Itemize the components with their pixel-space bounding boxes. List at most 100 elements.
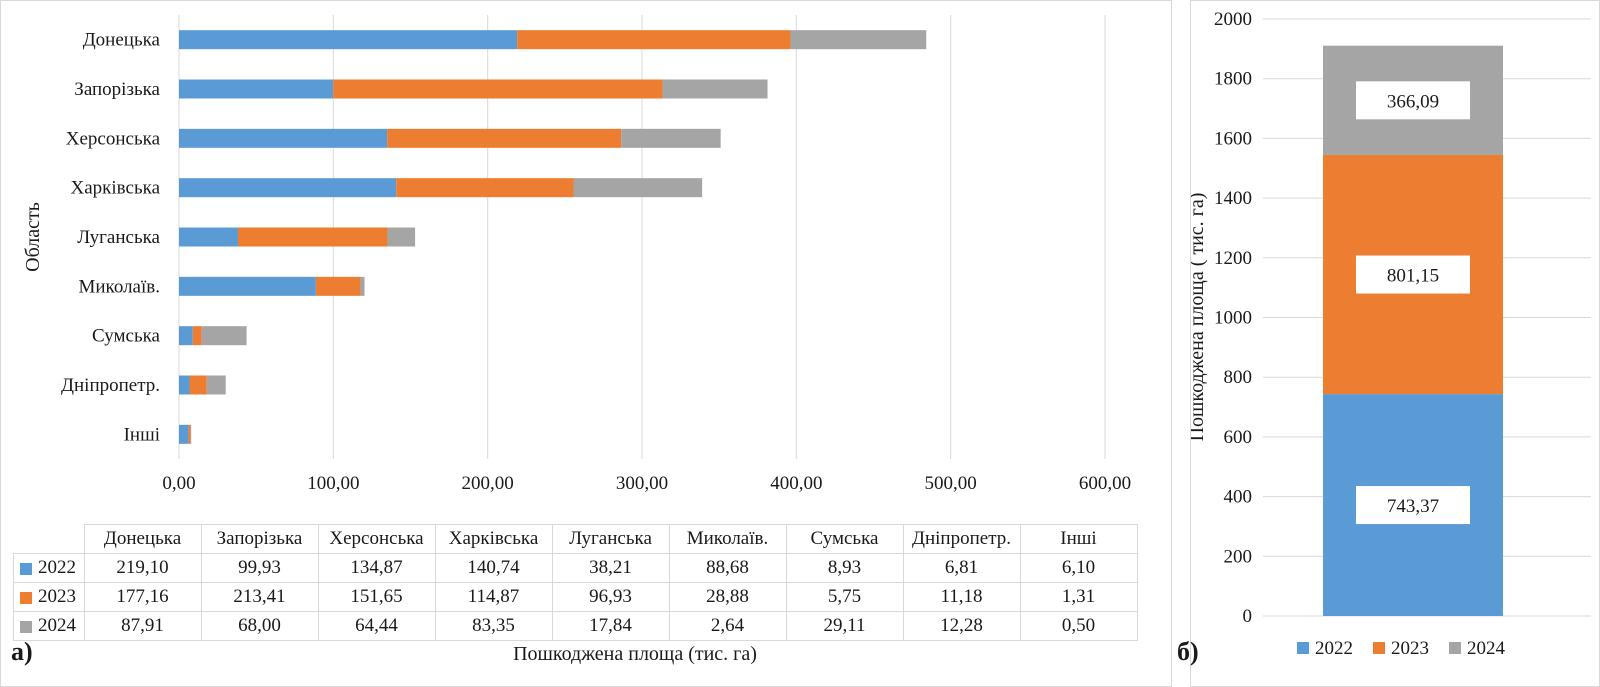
data-label: 743,37: [1387, 496, 1439, 517]
bar-segment-2022: [179, 326, 193, 346]
bar-segment-2022: [179, 79, 334, 99]
table-cell: 177,16: [83, 582, 202, 612]
series-key-cell: 2024: [13, 611, 85, 641]
bar-segment-2023: [396, 178, 574, 198]
table-cell: 6,10: [1019, 553, 1138, 583]
legend-swatch: [20, 620, 32, 633]
table-cell: 151,65: [317, 582, 436, 612]
table-header-row: Донецька Запорізька Херсонська Харківськ…: [13, 524, 1138, 554]
y-tick-label: 0: [1243, 606, 1253, 627]
table-header-cell: Дніпропетр.: [902, 524, 1021, 554]
bar-segment-2023: [333, 79, 663, 99]
table-cell: 38,21: [551, 553, 670, 583]
y-tick-label: 1400: [1214, 188, 1252, 209]
table-cell: 0,50: [1019, 611, 1138, 641]
table-cell: 114,87: [434, 582, 553, 612]
table-cell: 11,18: [902, 582, 1021, 612]
bar-segment-2024: [790, 30, 927, 50]
x-tick-label: 400,00: [770, 473, 822, 494]
bar-segment-2023: [517, 30, 791, 50]
table-cell: 213,41: [200, 582, 319, 612]
panel-label-b: б): [1177, 637, 1199, 666]
x-axis-title: Пошкоджена площа (тис. га): [513, 643, 757, 665]
bar-segment-2022: [179, 178, 397, 198]
x-tick-label: 300,00: [616, 473, 668, 494]
table-cell: 8,93: [785, 553, 904, 583]
y-tick-label: 1200: [1214, 248, 1252, 269]
table-header-cell: Херсонська: [317, 524, 436, 554]
bar-segment-2024: [387, 227, 416, 247]
table-cell: 219,10: [83, 553, 202, 583]
table-row: 2022 219,10 99,93 134,87 140,74 38,21 88,68 8,9…: [13, 553, 1138, 583]
table-header-cell: Донецька: [83, 524, 202, 554]
table-header-cell: Запорізька: [200, 524, 319, 554]
table-cell: 29,11: [785, 611, 904, 641]
series-name: 2022: [38, 557, 76, 578]
legend-swatch: [1449, 642, 1461, 654]
bar-segment-2023: [192, 326, 202, 346]
legend-label: 2023: [1391, 638, 1429, 659]
table-cell: 28,88: [668, 582, 787, 612]
table-row: 2023 177,16 213,41 151,65 114,87 96,93 28,88 5,…: [13, 582, 1138, 612]
table-cell: 6,81: [902, 553, 1021, 583]
bar-segment-2022: [179, 424, 189, 444]
y-axis-title: Пошкоджена площа ( тис. га): [1191, 193, 1208, 442]
y-axis-title: Область: [22, 202, 44, 272]
bar-segment-2024: [190, 424, 192, 444]
legend-swatch: [1297, 642, 1309, 654]
data-label-box: [1356, 486, 1470, 525]
category-label: Херсонська: [66, 128, 161, 149]
x-tick-label: 600,00: [1079, 473, 1131, 494]
bar-segment-2022: [179, 128, 388, 148]
category-label: Сумська: [92, 326, 161, 347]
legend-label: 2024: [1467, 638, 1506, 659]
legend-label: 2022: [1315, 638, 1353, 659]
table-header-cell: Луганська: [551, 524, 670, 554]
legend-swatch: [1373, 642, 1385, 654]
x-tick-label: 500,00: [925, 473, 977, 494]
table-row: 2024 87,91 68,00 64,44 83,35 17,84 2,64 29,11 12…: [13, 611, 1138, 641]
table-cell: 88,68: [668, 553, 787, 583]
horizontal-stacked-bar-chart: 0,00 100,00 200,00 300,00 400,00 500,00 600,00…: [22, 15, 1131, 494]
bar-segment-2022: [179, 375, 190, 395]
x-tick-label: 100,00: [307, 473, 359, 494]
bar-segment-2024: [621, 128, 721, 148]
legend-swatch: [20, 562, 32, 575]
table-cell: 64,44: [317, 611, 436, 641]
data-label-box: [1356, 81, 1470, 120]
y-tick-label: 1000: [1214, 308, 1252, 329]
bar-segment-2022: [179, 227, 238, 247]
bar-segment-2024: [662, 79, 768, 99]
bar-segment-2023: [188, 424, 191, 444]
table-cell: 12,28: [902, 611, 1021, 641]
category-label: Луганська: [77, 227, 160, 248]
bar-segment-2023: [237, 227, 388, 247]
table-header-cell: Миколаїв.: [668, 524, 787, 554]
category-label: Харківська: [71, 178, 161, 199]
chart-panel-a: 0,00 100,00 200,00 300,00 400,00 500,00 600,00…: [0, 0, 1172, 687]
table-header-cell: Сумська: [785, 524, 904, 554]
category-label: Запорізька: [74, 79, 160, 100]
category-label: Донецька: [83, 30, 161, 51]
table-cell: 134,87: [317, 553, 436, 583]
legend-swatch: [20, 591, 32, 604]
x-tick-label: 0,00: [162, 473, 195, 494]
stacked-column-chart: 0 200 400 600 800 1000 1200 1400 1600 1800 2000 743…: [1191, 9, 1591, 659]
bar-segment-2024: [201, 326, 247, 346]
category-label: Дніпропетр.: [61, 375, 160, 396]
y-tick-label: 2000: [1214, 9, 1252, 30]
series-key-cell: 2022: [13, 553, 85, 583]
bar-segment-2023: [189, 375, 207, 395]
category-label: Інші: [124, 424, 160, 445]
bar-segment-2024: [573, 178, 703, 198]
y-tick-label: 400: [1224, 487, 1253, 508]
y-tick-label: 1800: [1214, 69, 1252, 90]
x-tick-label: 200,00: [462, 473, 514, 494]
data-label: 801,15: [1387, 266, 1439, 287]
data-label: 366,09: [1387, 91, 1439, 112]
y-tick-label: 1600: [1214, 128, 1252, 149]
bar-segment-2022: [179, 30, 518, 50]
y-tick-label: 200: [1224, 546, 1253, 567]
table-cell: 87,91: [83, 611, 202, 641]
series-name: 2023: [38, 586, 76, 607]
